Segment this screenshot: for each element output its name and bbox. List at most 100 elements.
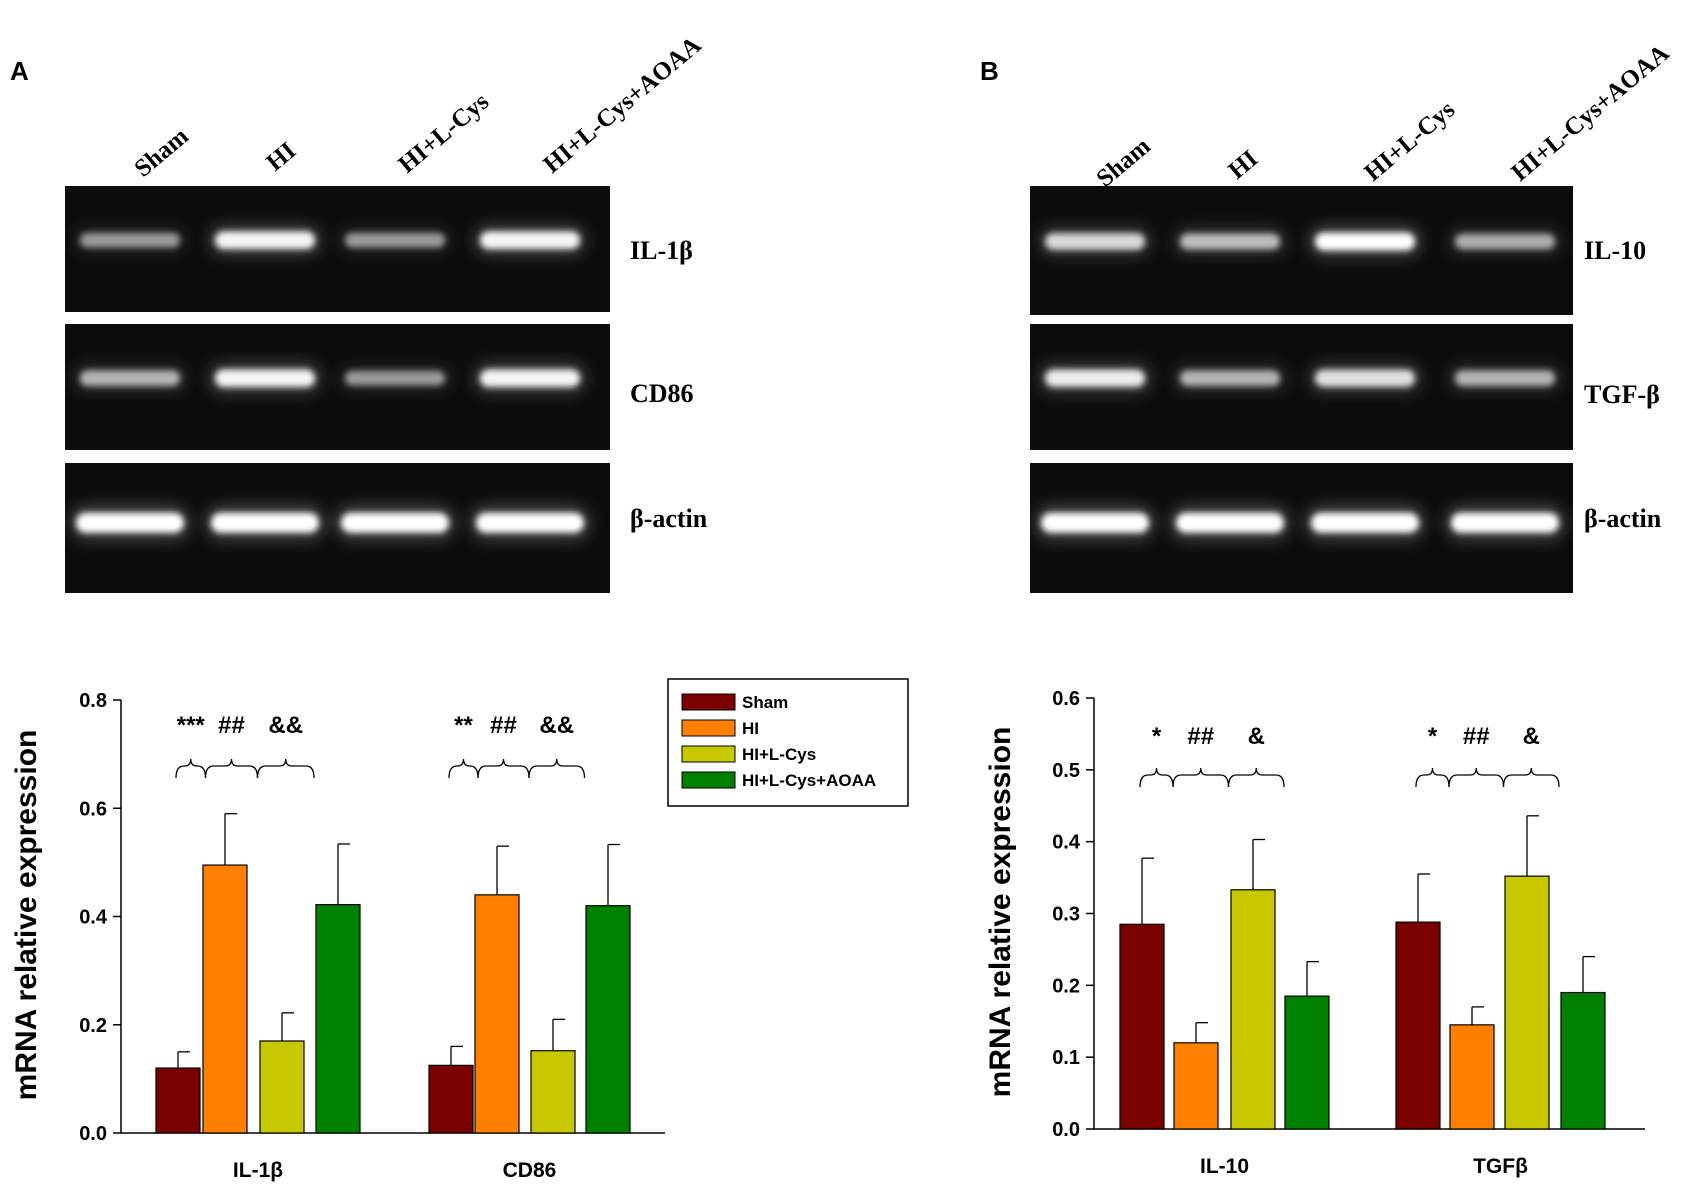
significance-mark: && <box>268 712 303 739</box>
bar-chart-a: 0.0 0.2 0.4 0.6 0.8 IL-1β *** ## && CD86 ** ## && <box>79 690 665 1182</box>
bar <box>1119 923 1165 1130</box>
gel-band <box>1455 233 1555 250</box>
significance-brace <box>1227 767 1285 788</box>
gel-band <box>341 512 449 533</box>
legend: Sham HI HI+L-Cys HI+L-Cys+AOAA <box>667 678 909 807</box>
significance-brace <box>477 758 530 779</box>
lane-label-hi-lcys-aoaa: HI+L-Cys+AOAA <box>539 32 707 179</box>
gel-band <box>1455 370 1555 386</box>
y-tick-label: 0.0 <box>79 1123 107 1145</box>
bar <box>155 1067 201 1134</box>
significance-brace <box>1502 767 1560 788</box>
gel-label-bactin-b: β-actin <box>1584 504 1662 533</box>
gel-label-il10: IL-10 <box>1584 236 1646 265</box>
legend-label-sham: Sham <box>742 693 788 712</box>
y-tick-label: 0.6 <box>1052 688 1080 710</box>
significance-brace <box>1172 767 1230 788</box>
significance-brace <box>528 758 586 779</box>
gel-band <box>76 512 184 533</box>
lane-labels-a: Sham HI HI+L-Cys HI+L-Cys+AOAA <box>130 32 707 183</box>
gel-images-b <box>1030 186 1573 593</box>
gel-label-il1b: IL-1β <box>630 236 693 265</box>
y-tick-label: 0.2 <box>1052 975 1080 997</box>
y-tick-label: 0.3 <box>1052 904 1080 926</box>
bar <box>1449 1024 1495 1130</box>
y-axis-label-b: mRNA relative expression <box>984 727 1017 1098</box>
bar <box>428 1064 474 1134</box>
legend-swatch-hi-lcys <box>681 745 736 763</box>
y-tick-label: 0.8 <box>79 690 107 712</box>
bar <box>1560 991 1606 1130</box>
gel-band <box>1315 369 1415 387</box>
gel-band <box>1045 369 1145 387</box>
lane-labels-b: Sham HI HI+L-Cys HI+L-Cys+AOAA <box>1092 40 1675 193</box>
legend-swatch-hi <box>681 719 736 737</box>
gel-band <box>1315 232 1415 251</box>
significance-brace <box>1415 767 1450 788</box>
bar <box>1284 995 1330 1130</box>
significance-brace <box>204 758 259 779</box>
bar <box>1395 921 1441 1130</box>
gel-band <box>480 369 580 388</box>
bar <box>315 903 361 1134</box>
significance-mark: & <box>1523 723 1540 750</box>
y-tick-label: 0.0 <box>1052 1119 1080 1141</box>
x-tick-label: IL-10 <box>1200 1155 1249 1178</box>
significance-mark: * <box>1428 723 1438 750</box>
significance-mark: & <box>1248 723 1265 750</box>
x-tick-label: IL-1β <box>233 1159 283 1182</box>
panel-letter-b: B <box>980 56 999 86</box>
significance-brace <box>1448 767 1505 788</box>
significance-brace <box>448 758 479 779</box>
x-tick-label: TGFβ <box>1473 1155 1528 1178</box>
y-tick-label: 0.5 <box>1052 760 1080 782</box>
bar <box>474 894 520 1134</box>
gel-band <box>80 232 180 248</box>
gel-band <box>215 369 315 388</box>
x-tick-label: CD86 <box>503 1159 557 1182</box>
gel-label-tgfb: TGF-β <box>1584 380 1660 409</box>
significance-brace <box>175 758 207 779</box>
legend-swatch-sham <box>681 693 736 711</box>
y-axis-label-a: mRNA relative expression <box>10 730 43 1101</box>
bar <box>585 905 631 1134</box>
gel-band <box>1041 512 1149 533</box>
y-tick-label: 0.4 <box>79 907 108 929</box>
y-tick-label: 0.6 <box>79 798 107 820</box>
legend-swatch-hi-lcys-aoaa <box>681 771 736 789</box>
gel-band <box>476 512 584 533</box>
significance-mark: ** <box>454 712 473 739</box>
y-tick-label: 0.4 <box>1052 832 1081 854</box>
gel-band <box>1180 370 1280 386</box>
significance-mark: * <box>1152 723 1162 750</box>
bar <box>1504 875 1550 1130</box>
gel-label-cd86: CD86 <box>630 379 694 408</box>
bar <box>202 864 248 1134</box>
lane-label-sham: Sham <box>130 123 194 183</box>
y-tick-label: 0.2 <box>79 1015 107 1037</box>
lane-label-hi-lcys: HI+L-Cys <box>394 88 495 179</box>
gel-band <box>1176 512 1284 533</box>
gel-band <box>1311 512 1419 533</box>
lane-label-hi: HI <box>262 137 302 176</box>
lane-label-sham: Sham <box>1092 133 1156 193</box>
bar <box>1230 889 1276 1130</box>
significance-mark: ## <box>1187 723 1214 750</box>
gel-band <box>215 231 315 250</box>
legend-label-hi-lcys-aoaa: HI+L-Cys+AOAA <box>742 771 876 790</box>
panel-letter-a: A <box>10 56 29 86</box>
y-tick-label: 0.1 <box>1052 1047 1080 1069</box>
lane-label-hi: HI <box>1224 145 1264 184</box>
bar <box>1173 1042 1219 1130</box>
legend-label-hi-lcys: HI+L-Cys <box>742 745 816 764</box>
gel-band <box>1180 233 1280 250</box>
significance-mark: ## <box>1463 723 1490 750</box>
lane-label-hi-lcys: HI+L-Cys <box>1360 96 1461 187</box>
gel-band <box>345 370 445 386</box>
significance-mark: *** <box>177 712 206 739</box>
bar <box>530 1050 576 1134</box>
bar-chart-b: 0.0 0.1 0.2 0.3 0.4 0.5 0.6 IL-10 * ## & TGFβ * ## & <box>1052 688 1645 1178</box>
gel-band <box>1045 233 1145 250</box>
gel-images-a <box>65 186 610 593</box>
